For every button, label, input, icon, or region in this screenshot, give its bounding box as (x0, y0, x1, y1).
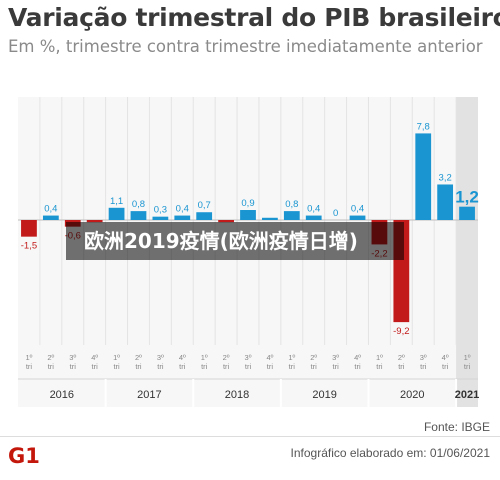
data-label: 0,4 (307, 204, 320, 215)
year-label: 2019 (312, 389, 336, 401)
quarter-tick-sublabel: tri (70, 362, 77, 371)
highlight-column (456, 97, 478, 407)
data-label: 0,7 (198, 200, 211, 211)
year-label: 2018 (225, 389, 249, 401)
quarter-tick-label: 1º (288, 353, 295, 362)
quarter-tick-sublabel: tri (267, 362, 274, 371)
quarter-tick-sublabel: tri (311, 362, 318, 371)
bar (305, 215, 322, 220)
quarter-tick-label: 4º (179, 353, 186, 362)
data-label: 1,2 (455, 188, 479, 207)
quarter-tick-sublabel: tri (376, 362, 383, 371)
footer-divider (0, 436, 500, 437)
bar (174, 215, 191, 220)
quarter-tick-sublabel: tri (464, 362, 471, 371)
data-label: 3,2 (439, 172, 452, 183)
bar (218, 220, 234, 223)
quarter-tick-label: 1º (113, 353, 120, 362)
quarter-tick-sublabel: tri (420, 362, 427, 371)
chart-title: Variação trimestral do PIB brasileiro (8, 3, 500, 32)
quarter-tick-label: 1º (376, 353, 383, 362)
svg-text:G1: G1 (8, 444, 40, 466)
quarter-tick-label: 3º (157, 353, 164, 362)
quarter-tick-sublabel: tri (442, 362, 449, 371)
quarter-tick-label: 4º (442, 353, 449, 362)
quarter-tick-sublabel: tri (179, 362, 186, 371)
quarter-tick-label: 1º (201, 353, 208, 362)
g1-logo: G1 (8, 444, 40, 466)
data-label: 0 (333, 208, 338, 219)
quarter-tick-label: 1º (25, 353, 32, 362)
quarter-tick-sublabel: tri (135, 362, 142, 371)
quarter-tick-label: 3º (69, 353, 76, 362)
data-label: 7,8 (417, 121, 430, 132)
quarter-tick-label: 3º (420, 353, 427, 362)
bar (262, 217, 278, 220)
bar (42, 215, 59, 220)
quarter-tick-label: 2º (310, 353, 317, 362)
quarter-tick-label: 4º (91, 353, 98, 362)
quarter-tick-sublabel: tri (157, 362, 164, 371)
quarter-tick-sublabel: tri (332, 362, 339, 371)
quarter-tick-sublabel: tri (201, 362, 208, 371)
year-label: 2016 (50, 389, 74, 401)
bar (437, 184, 454, 220)
quarter-tick-label: 3º (332, 353, 339, 362)
quarter-tick-label: 4º (354, 353, 361, 362)
data-label: 0,8 (132, 199, 145, 210)
data-label: 0,3 (154, 205, 167, 216)
quarter-tick-sublabel: tri (354, 362, 361, 371)
credit-note: Infográfico elaborado em: 01/06/2021 (290, 446, 490, 460)
data-label: 1,1 (110, 196, 123, 207)
chart: -1,51ºtri0,42ºtri-0,63ºtri4ºtri1,11ºtri0… (18, 97, 479, 407)
bar (86, 220, 103, 223)
quarter-tick-sublabel: tri (223, 362, 230, 371)
overlay-banner: 欧洲2019疫情(欧洲疫情日增) (66, 222, 404, 260)
bar (349, 215, 366, 220)
quarter-tick-label: 2º (47, 353, 54, 362)
bar (196, 212, 213, 220)
bar (283, 211, 300, 220)
year-label: 2021 (455, 389, 479, 401)
bar (152, 216, 169, 220)
data-label: 0,9 (241, 198, 254, 209)
bar (415, 133, 432, 220)
quarter-tick-label: 2º (223, 353, 230, 362)
quarter-tick-label: 3º (245, 353, 252, 362)
bar (21, 220, 37, 237)
bar (459, 206, 475, 220)
quarter-tick-label: 2º (135, 353, 142, 362)
quarter-tick-sublabel: tri (289, 362, 296, 371)
source-note: Fonte: IBGE (423, 420, 490, 434)
bar (130, 211, 147, 220)
quarter-tick-sublabel: tri (92, 362, 99, 371)
year-label: 2017 (137, 389, 161, 401)
data-label: 0,4 (44, 204, 57, 215)
data-label: -1,5 (21, 241, 37, 252)
year-label: 2020 (400, 389, 424, 401)
quarter-tick-label: 4º (266, 353, 273, 362)
quarter-tick-sublabel: tri (113, 362, 120, 371)
quarter-tick-sublabel: tri (48, 362, 55, 371)
quarter-tick-sublabel: tri (245, 362, 252, 371)
bar (240, 210, 256, 220)
quarter-tick-sublabel: tri (398, 362, 405, 371)
data-label: -9,2 (393, 326, 409, 337)
data-label: 0,4 (176, 204, 189, 215)
chart-subtitle: Em %, trimestre contra trimestre imediat… (8, 37, 483, 56)
data-label: 0,4 (351, 204, 364, 215)
quarter-tick-label: 2º (398, 353, 405, 362)
quarter-tick-sublabel: tri (26, 362, 33, 371)
quarter-tick-label: 1º (464, 353, 471, 362)
bar (108, 207, 125, 220)
data-label: 0,8 (285, 199, 298, 210)
